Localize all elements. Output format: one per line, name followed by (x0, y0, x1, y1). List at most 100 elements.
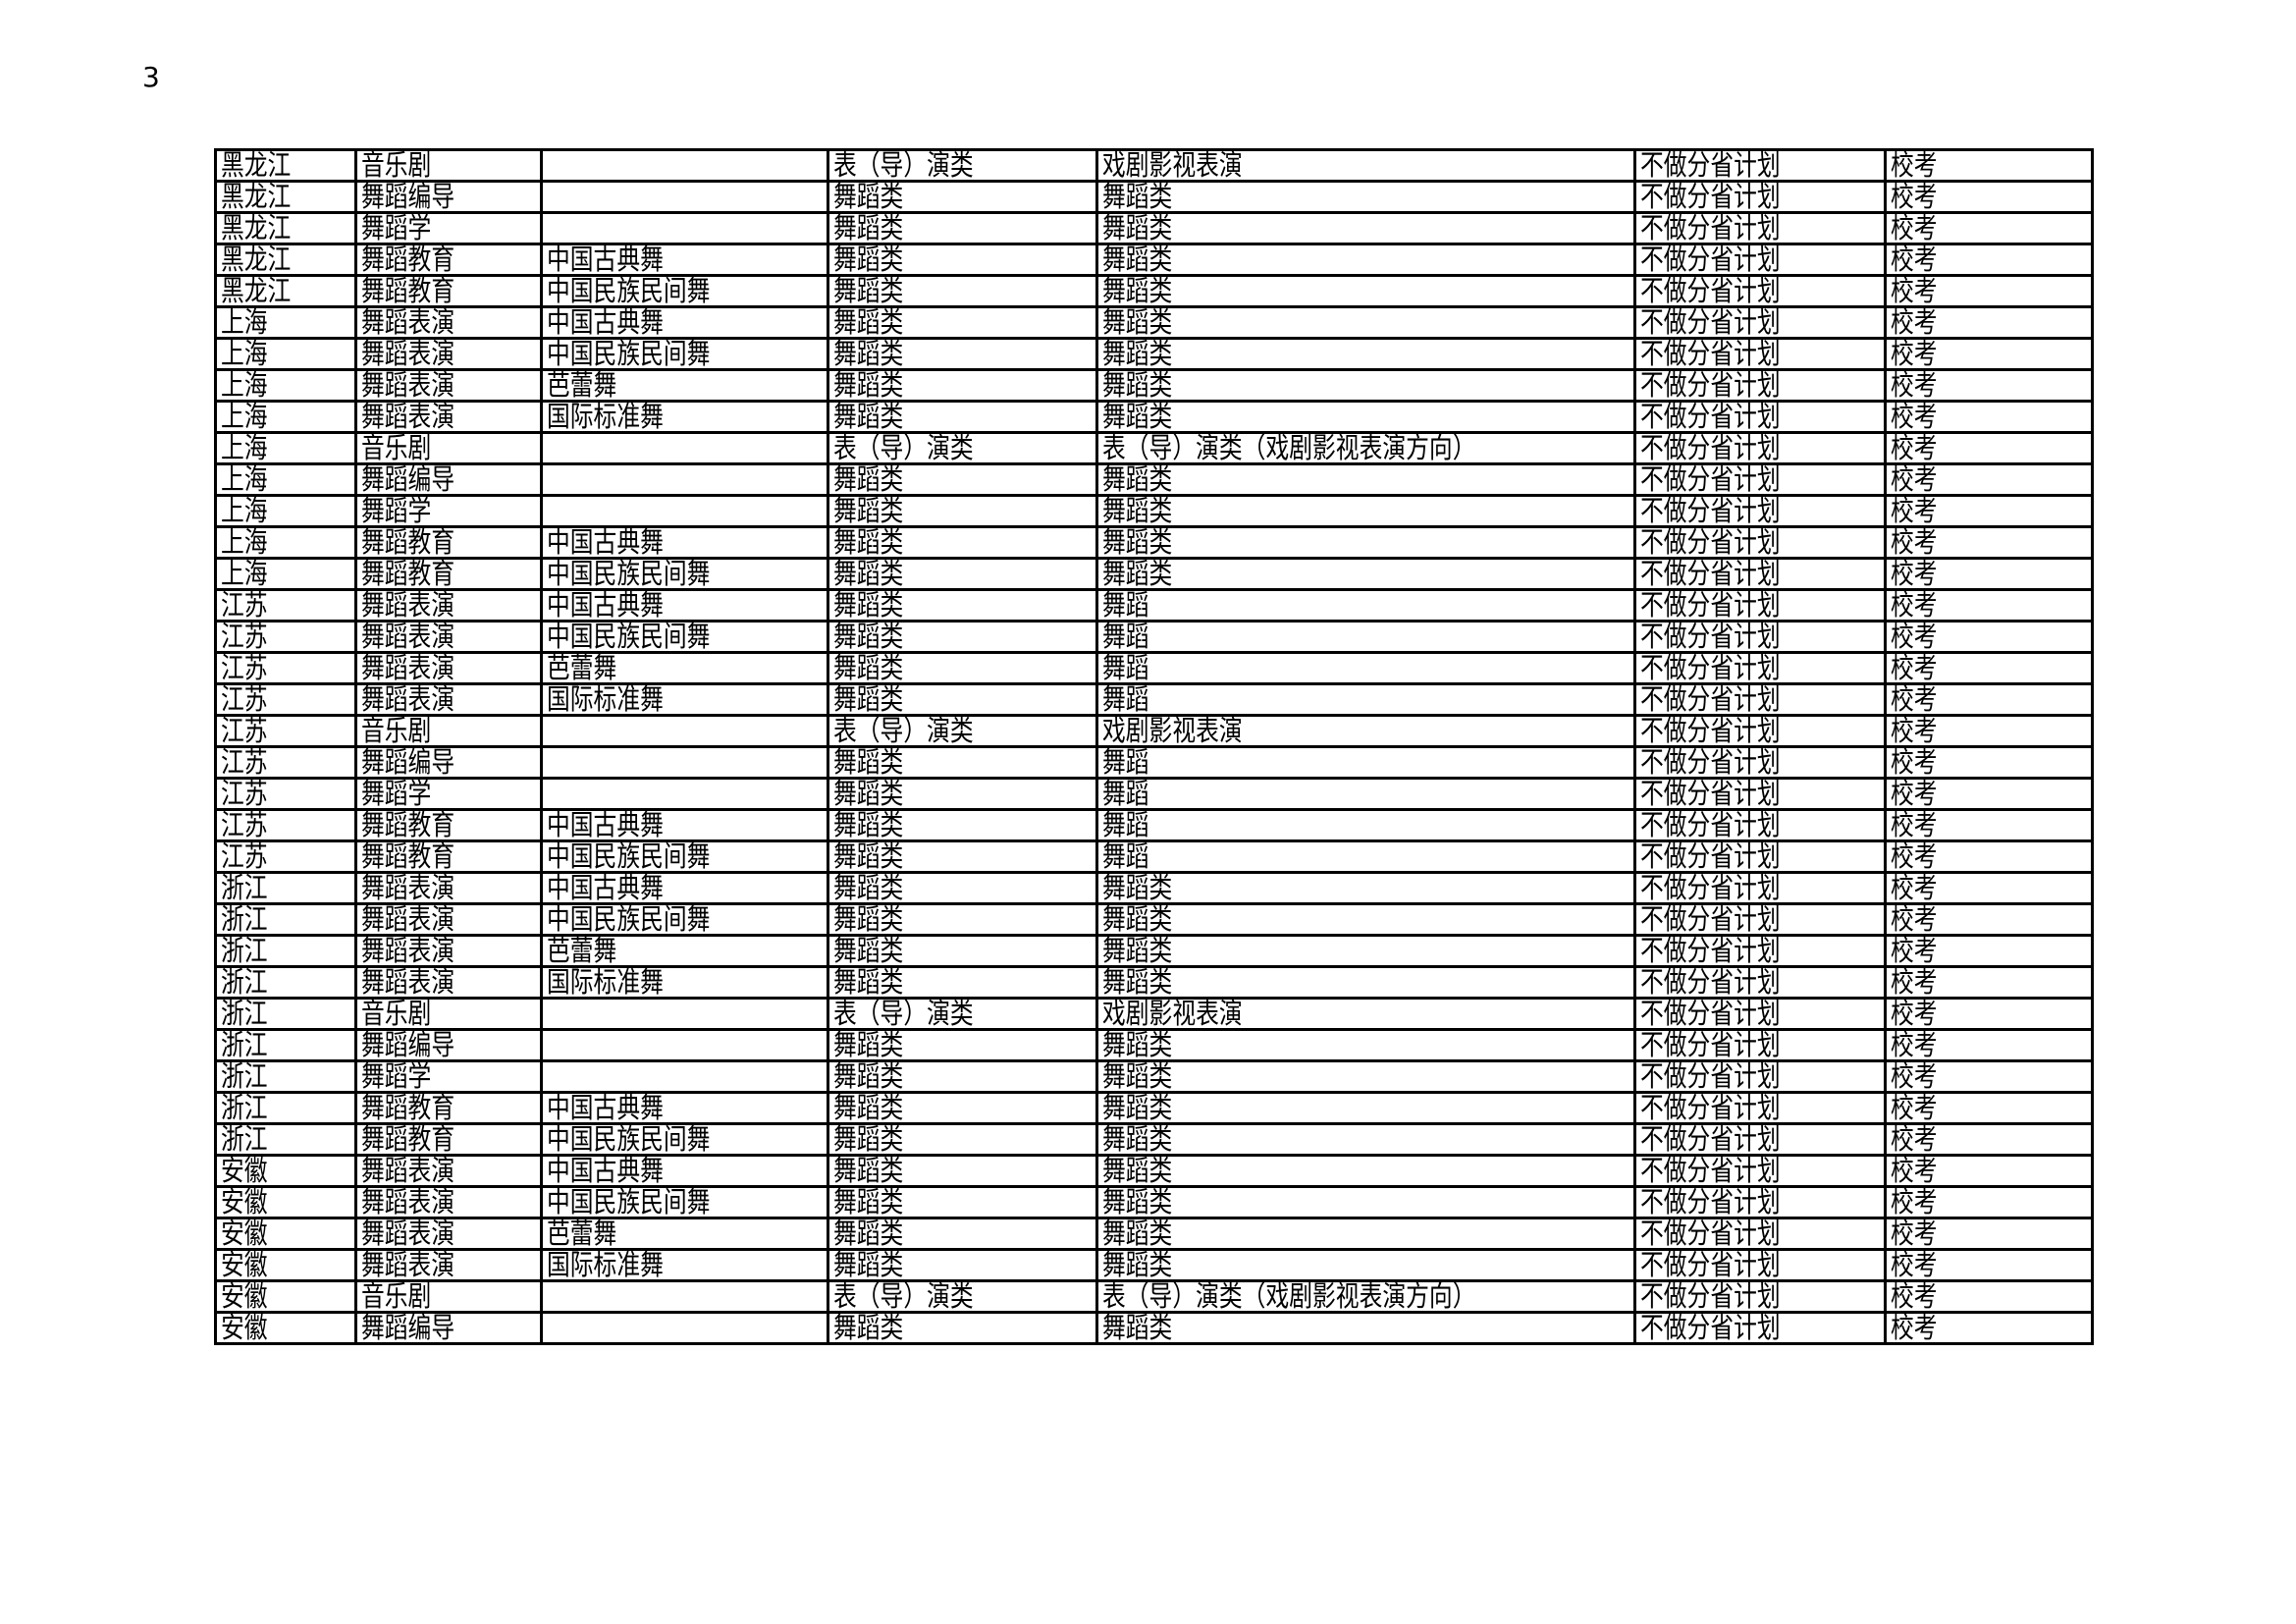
cell-major: 舞蹈表演 (354, 934, 543, 968)
cell-plan: 不做分省计划 (1633, 620, 1887, 654)
table-row: 上海 舞蹈教育 中国古典舞 舞蹈类 舞蹈类 不做分省计划 校考 (214, 525, 2094, 560)
cell-direction: 中国古典舞 (540, 1154, 829, 1188)
cell-text: 舞蹈类 (833, 746, 904, 779)
cell-text: 舞蹈类 (833, 778, 904, 810)
cell-text: 江苏 (221, 589, 268, 622)
cell-text: 不做分省计划 (1640, 1186, 1781, 1218)
cell-plan: 不做分省计划 (1633, 1248, 1887, 1282)
cell-province: 上海 (214, 525, 357, 560)
cell-text: 校考 (1891, 149, 1938, 182)
cell-text: 浙江 (221, 998, 268, 1030)
cell-direction: 中国古典舞 (540, 243, 829, 277)
cell-plan: 不做分省计划 (1633, 494, 1887, 528)
cell-text: 不做分省计划 (1640, 432, 1781, 464)
cell-text: 校考 (1891, 1249, 1938, 1281)
cell-province: 浙江 (214, 997, 357, 1031)
cell-text: 表（导）演类 (833, 149, 974, 182)
cell-text: 不做分省计划 (1640, 244, 1781, 276)
cell-category: 舞蹈类 (827, 1122, 1098, 1157)
cell-text: 戏剧影视表演 (1102, 715, 1243, 747)
cell-direction: 国际标准舞 (540, 965, 829, 1000)
cell-category: 舞蹈类 (827, 1185, 1098, 1219)
cell-exam-type: 校考 (1884, 808, 2094, 842)
cell-province: 上海 (214, 462, 357, 497)
table-row: 江苏 舞蹈表演 芭蕾舞 舞蹈类 舞蹈 不做分省计划 校考 (214, 651, 2094, 685)
cell-exam-type: 校考 (1884, 1185, 2094, 1219)
cell-plan: 不做分省计划 (1633, 1028, 1887, 1062)
cell-text: 舞蹈学 (361, 1060, 432, 1093)
cell-text: 舞蹈 (1102, 809, 1149, 841)
cell-text: 江苏 (221, 746, 268, 779)
cell-text: 不做分省计划 (1640, 1312, 1781, 1344)
cell-text: 中国民族民间舞 (547, 338, 711, 370)
cell-plan: 不做分省计划 (1633, 1122, 1887, 1157)
cell-text: 校考 (1891, 1186, 1938, 1218)
cell-exam-category: 舞蹈 (1095, 777, 1636, 811)
cell-text: 黑龙江 (221, 275, 292, 307)
cell-text: 舞蹈类 (1102, 463, 1173, 496)
cell-category: 舞蹈类 (827, 871, 1098, 905)
cell-major: 音乐剧 (354, 1279, 543, 1314)
table-row: 上海 舞蹈表演 中国民族民间舞 舞蹈类 舞蹈类 不做分省计划 校考 (214, 337, 2094, 371)
cell-text: 芭蕾舞 (547, 369, 617, 402)
cell-text: 中国古典舞 (547, 526, 664, 559)
cell-plan: 不做分省计划 (1633, 1154, 1887, 1188)
cell-text: 校考 (1891, 1123, 1938, 1156)
cell-text: 江苏 (221, 683, 268, 716)
cell-direction: 国际标准舞 (540, 400, 829, 434)
table-row: 安徽 音乐剧 表（导）演类 表（导）演类（戏剧影视表演方向） 不做分省计划 校考 (214, 1279, 2094, 1314)
cell-plan: 不做分省计划 (1633, 934, 1887, 968)
cell-text: 不做分省计划 (1640, 778, 1781, 810)
cell-province: 浙江 (214, 1091, 357, 1125)
cell-text: 舞蹈类 (833, 966, 904, 999)
cell-exam-category: 戏剧影视表演 (1095, 148, 1636, 183)
cell-text: 舞蹈表演 (361, 401, 455, 433)
cell-major: 音乐剧 (354, 997, 543, 1031)
table-row: 浙江 舞蹈教育 中国古典舞 舞蹈类 舞蹈类 不做分省计划 校考 (214, 1091, 2094, 1125)
cell-text: 舞蹈类 (1102, 1249, 1173, 1281)
cell-text: 中国民族民间舞 (547, 1123, 711, 1156)
cell-category: 舞蹈类 (827, 1059, 1098, 1094)
cell-exam-category: 舞蹈 (1095, 620, 1636, 654)
cell-category: 舞蹈类 (827, 1311, 1098, 1345)
cell-exam-category: 舞蹈类 (1095, 400, 1636, 434)
cell-exam-category: 舞蹈 (1095, 745, 1636, 780)
cell-province: 安徽 (214, 1185, 357, 1219)
cell-plan: 不做分省计划 (1633, 839, 1887, 874)
cell-text: 音乐剧 (361, 1280, 432, 1313)
cell-province: 江苏 (214, 714, 357, 748)
cell-text: 舞蹈类 (1102, 212, 1173, 244)
cell-text: 黑龙江 (221, 181, 292, 213)
cell-text: 表（导）演类 (833, 998, 974, 1030)
cell-text: 中国民族民间舞 (547, 621, 711, 653)
cell-text: 国际标准舞 (547, 966, 664, 999)
cell-exam-type: 校考 (1884, 1217, 2094, 1251)
cell-major: 舞蹈教育 (354, 274, 543, 308)
cell-text: 不做分省计划 (1640, 1060, 1781, 1093)
cell-category: 舞蹈类 (827, 525, 1098, 560)
cell-category: 表（导）演类 (827, 997, 1098, 1031)
cell-direction: 中国民族民间舞 (540, 620, 829, 654)
cell-text: 芭蕾舞 (547, 1218, 617, 1250)
cell-text: 不做分省计划 (1640, 621, 1781, 653)
cell-exam-type: 校考 (1884, 714, 2094, 748)
cell-text: 江苏 (221, 621, 268, 653)
cell-text: 舞蹈类 (833, 1029, 904, 1061)
cell-exam-type: 校考 (1884, 462, 2094, 497)
cell-direction (540, 431, 829, 465)
cell-plan: 不做分省计划 (1633, 148, 1887, 183)
cell-text: 表（导）演类 (833, 1280, 974, 1313)
cell-major: 舞蹈教育 (354, 1091, 543, 1125)
cell-text: 不做分省计划 (1640, 558, 1781, 590)
table-row: 浙江 舞蹈表演 中国古典舞 舞蹈类 舞蹈类 不做分省计划 校考 (214, 871, 2094, 905)
cell-exam-category: 舞蹈类 (1095, 934, 1636, 968)
cell-exam-type: 校考 (1884, 1248, 2094, 1282)
table-row: 上海 舞蹈表演 芭蕾舞 舞蹈类 舞蹈类 不做分省计划 校考 (214, 368, 2094, 403)
cell-text: 舞蹈类 (1102, 1092, 1173, 1124)
cell-text: 校考 (1891, 1092, 1938, 1124)
cell-text: 不做分省计划 (1640, 998, 1781, 1030)
cell-direction (540, 1059, 829, 1094)
cell-exam-category: 舞蹈类 (1095, 1311, 1636, 1345)
cell-text: 舞蹈表演 (361, 1155, 455, 1187)
cell-major: 舞蹈教育 (354, 243, 543, 277)
